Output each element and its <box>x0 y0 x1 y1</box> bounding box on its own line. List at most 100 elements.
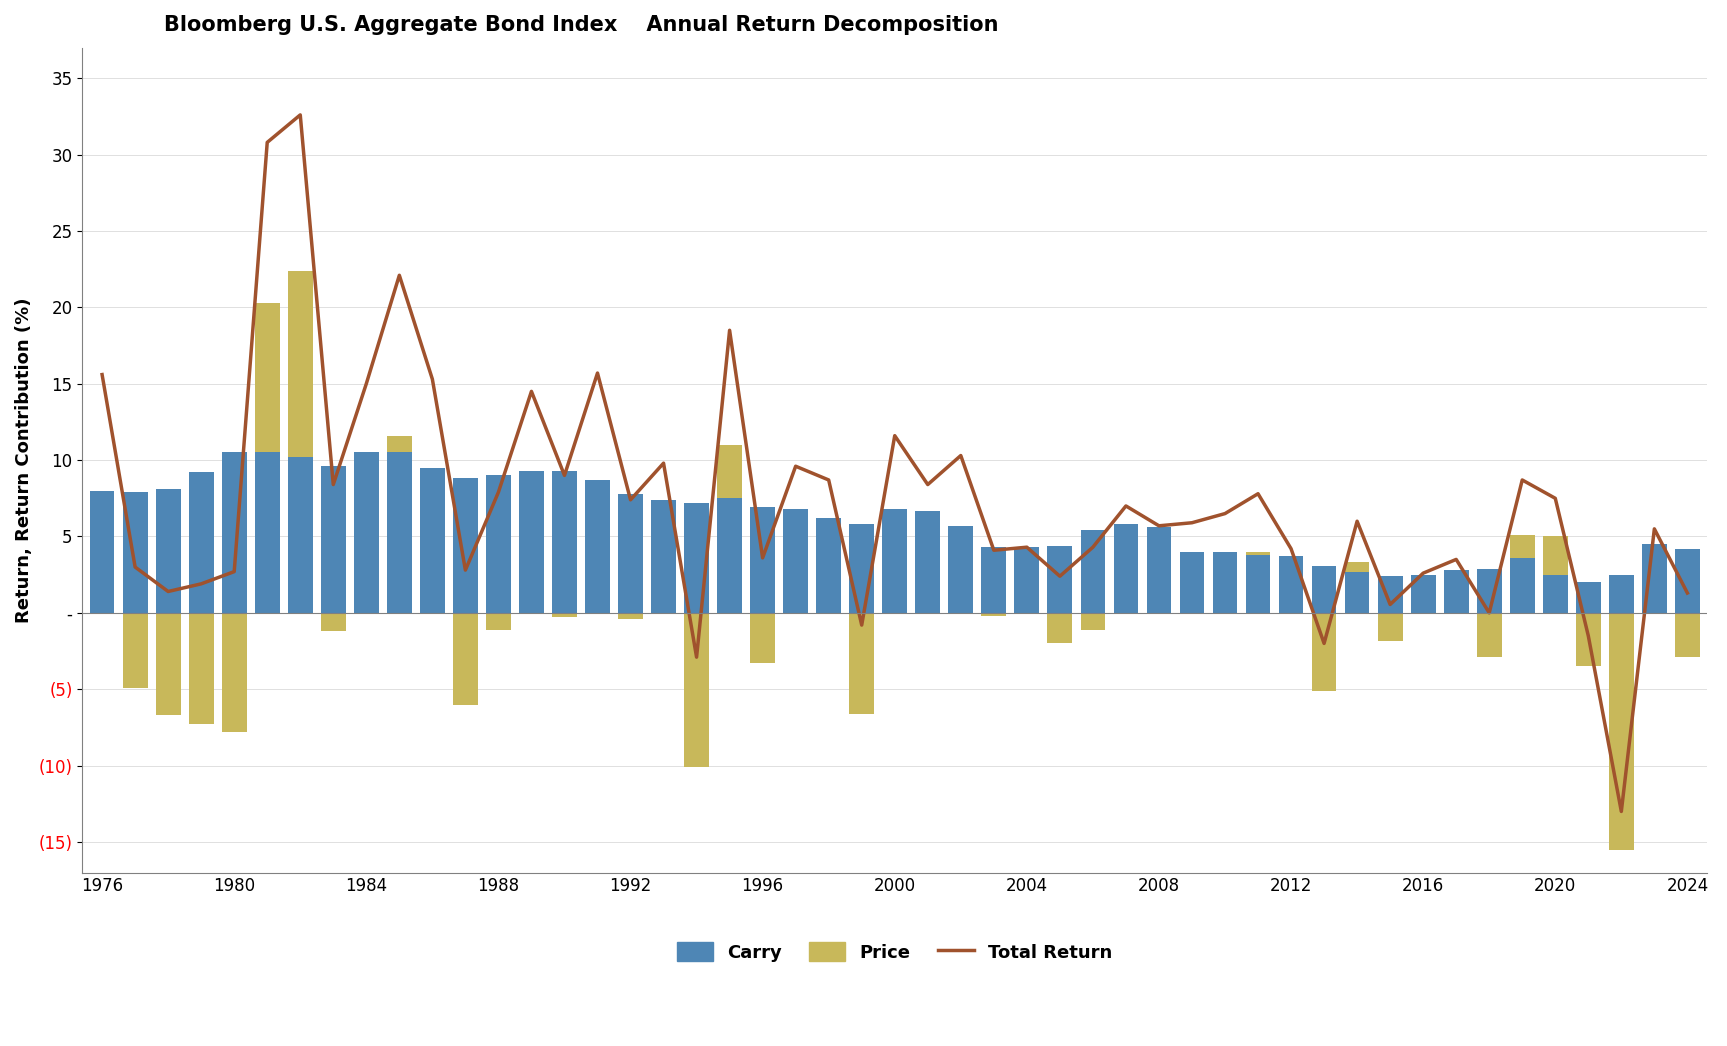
Bar <box>1542 574 1568 613</box>
Bar <box>750 613 775 663</box>
Bar <box>1444 602 1468 613</box>
Bar <box>684 613 710 767</box>
Bar <box>1180 552 1204 613</box>
Bar <box>618 494 642 613</box>
Bar <box>288 457 313 613</box>
Bar <box>155 613 181 715</box>
Bar <box>684 503 710 613</box>
Text: Bloomberg U.S. Aggregate Bond Index    Annual Return Decomposition: Bloomberg U.S. Aggregate Bond Index Annu… <box>164 15 998 35</box>
Bar <box>1378 613 1402 641</box>
Total Return <box>1347 515 1368 527</box>
Bar <box>288 271 313 613</box>
Total Return <box>454 564 475 576</box>
Bar <box>1411 574 1435 613</box>
Bar <box>1212 552 1237 613</box>
Bar <box>1477 569 1501 613</box>
Bar <box>1147 527 1171 613</box>
Total Return <box>1083 541 1104 553</box>
Bar <box>948 543 974 613</box>
Total Return <box>1445 553 1466 566</box>
Bar <box>354 544 378 613</box>
Bar <box>123 493 147 613</box>
Bar <box>452 613 478 705</box>
Bar <box>1509 535 1535 613</box>
Bar <box>915 510 939 613</box>
Bar <box>1542 537 1568 613</box>
Bar <box>123 613 147 687</box>
Total Return <box>1413 567 1433 579</box>
Bar <box>1642 597 1667 613</box>
Bar <box>553 471 577 613</box>
Bar <box>1114 594 1138 613</box>
Bar <box>750 507 775 613</box>
Bar <box>585 480 610 613</box>
Total Return <box>522 385 542 397</box>
Bar <box>1675 613 1699 657</box>
Bar <box>1081 530 1105 613</box>
Bar <box>90 497 114 613</box>
Total Return <box>851 619 872 632</box>
Total Return <box>124 561 145 573</box>
Bar <box>981 547 1007 613</box>
Bar <box>485 613 511 630</box>
Total Return <box>489 486 509 499</box>
Total Return <box>1380 598 1401 611</box>
Bar <box>1081 613 1105 630</box>
Bar <box>1577 613 1601 666</box>
Bar <box>1114 524 1138 613</box>
Total Return <box>950 449 971 461</box>
Bar <box>1048 546 1072 613</box>
Bar <box>1477 613 1501 657</box>
Bar <box>817 518 841 613</box>
Total Return <box>1181 517 1202 529</box>
Bar <box>784 570 808 613</box>
Total Return <box>1677 587 1698 599</box>
Total Return <box>1578 630 1599 642</box>
Bar <box>1212 574 1237 613</box>
Bar <box>1411 611 1435 613</box>
Bar <box>915 587 939 613</box>
Bar <box>1278 556 1304 613</box>
Bar <box>1444 570 1468 613</box>
Total Return <box>1644 523 1665 536</box>
Bar <box>717 445 743 613</box>
Bar <box>553 613 577 617</box>
Bar <box>1509 558 1535 613</box>
Bar <box>1610 613 1634 849</box>
Bar <box>618 613 642 619</box>
Total Return <box>290 109 311 121</box>
Total Return <box>1611 805 1632 818</box>
Total Return <box>917 478 938 491</box>
Total Return <box>786 460 807 473</box>
Bar <box>1313 566 1337 613</box>
Bar <box>321 613 345 631</box>
Total Return <box>421 372 442 385</box>
Bar <box>485 475 511 613</box>
Bar <box>850 613 874 713</box>
Total Return <box>753 551 774 564</box>
Bar <box>256 453 280 613</box>
Total Return <box>257 136 278 149</box>
Total Return <box>1214 507 1235 520</box>
Bar <box>1245 552 1271 613</box>
Total Return <box>819 474 839 486</box>
Total Return <box>1148 520 1169 532</box>
Total Return <box>389 269 409 281</box>
Bar <box>420 468 446 613</box>
Total Return <box>686 651 706 663</box>
Bar <box>1345 563 1370 613</box>
Line: Total Return: Total Return <box>102 115 1687 812</box>
Bar <box>256 302 280 613</box>
Bar <box>1180 584 1204 613</box>
Bar <box>585 506 610 613</box>
Bar <box>188 473 214 613</box>
Legend: Carry, Price, Total Return: Carry, Price, Total Return <box>668 933 1121 971</box>
Bar <box>1610 574 1634 613</box>
Bar <box>221 613 247 732</box>
Bar <box>155 490 181 613</box>
Total Return <box>554 469 575 481</box>
Total Return <box>190 577 211 590</box>
Total Return <box>323 478 344 491</box>
Total Return <box>1511 474 1532 486</box>
Total Return <box>1314 637 1335 650</box>
